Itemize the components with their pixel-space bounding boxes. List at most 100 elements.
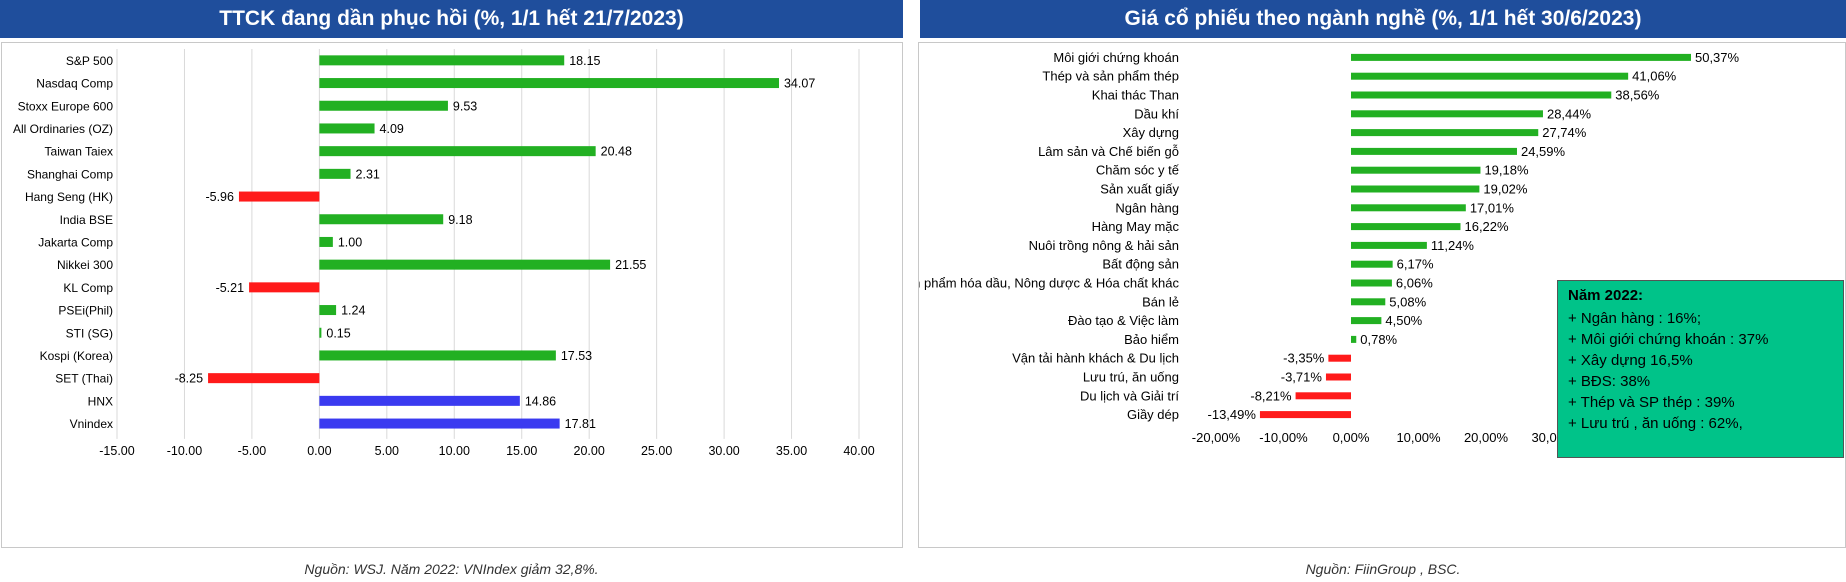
bar — [1351, 223, 1461, 231]
x-tick-label: 20,00% — [1464, 430, 1509, 445]
category-label: Nasdaq Comp — [36, 77, 113, 91]
category-label: Môi giới chứng khoán — [1053, 50, 1179, 65]
category-label: Bán lẻ — [1142, 294, 1179, 309]
data-label: -5.21 — [216, 281, 245, 295]
category-label: Lưu trú, ăn uống — [1083, 370, 1179, 385]
data-label: 5,08% — [1389, 294, 1426, 309]
category-label: STI (SG) — [66, 326, 113, 340]
category-label: Nikkei 300 — [57, 258, 113, 272]
category-label: Nuôi trồng nông & hải sản — [1029, 238, 1179, 253]
x-tick-label: -10.00 — [167, 444, 202, 458]
bar — [1351, 110, 1543, 118]
category-label: Giầy dép — [1127, 407, 1179, 422]
bar — [1351, 185, 1480, 193]
bar — [1351, 166, 1481, 174]
left-bar-chart: -15.00 -10.00 -5.00 0.00 5.00 10.00 15.00 20.00… — [13, 49, 875, 458]
data-label: 11,24% — [1431, 238, 1475, 253]
note-line: + Lưu trú , ăn uống : 62%, — [1568, 415, 1743, 432]
note-box-title: Năm 2022: — [1568, 287, 1644, 304]
category-label: All Ordinaries (OZ) — [13, 122, 113, 136]
x-tick-label: 0,00% — [1333, 430, 1370, 445]
category-label: Taiwan Taiex — [45, 145, 113, 159]
bar — [319, 146, 596, 157]
x-tick-label: 10.00 — [439, 444, 470, 458]
bar — [1325, 373, 1351, 381]
x-tick-label: -10,00% — [1259, 430, 1308, 445]
bar — [1351, 241, 1427, 249]
data-label: 18.15 — [569, 54, 600, 68]
x-tick-label: 10,00% — [1396, 430, 1441, 445]
data-label: 0,78% — [1360, 332, 1397, 347]
bar — [319, 305, 337, 316]
bar — [1351, 317, 1382, 325]
note-line: + Thép và SP thép : 39% — [1568, 394, 1735, 411]
left-chart-title: TTCK đang dần phục hồi (%, 1/1 hết 21/7/… — [219, 7, 684, 30]
category-label: HNX — [88, 394, 113, 408]
data-label: 4,50% — [1385, 313, 1422, 328]
category-label: Lâm sản và Chế biến gỗ — [1038, 144, 1179, 159]
bar — [1259, 411, 1351, 419]
data-label: 9.18 — [448, 213, 472, 227]
category-label: India BSE — [60, 213, 113, 227]
x-tick-label: -15.00 — [99, 444, 134, 458]
category-label: KL Comp — [63, 281, 113, 295]
category-label: Vận tải hành khách & Du lịch — [1012, 351, 1179, 366]
bar — [319, 350, 556, 361]
data-label: 41,06% — [1632, 69, 1677, 84]
category-label: SET (Thai) — [55, 372, 113, 386]
data-label: 24,59% — [1521, 144, 1566, 159]
data-label: 16,22% — [1464, 219, 1509, 234]
bar — [238, 191, 320, 202]
category-label: Ngân hàng — [1115, 200, 1179, 215]
bar — [1351, 53, 1691, 61]
category-label: Chăm sóc y tế — [1096, 163, 1180, 178]
right-chart-header: Giá cổ phiếu theo ngành nghề (%, 1/1 hết… — [920, 0, 1846, 38]
left-source-note: Nguồn: WSJ. Năm 2022: VNIndex giảm 32,8%… — [304, 561, 599, 577]
x-tick-label: 35.00 — [776, 444, 807, 458]
data-label: -3,35% — [1283, 351, 1325, 366]
bar — [1351, 279, 1392, 287]
category-label: Shanghai Comp — [27, 167, 113, 181]
x-tick-label: -5.00 — [238, 444, 267, 458]
bar — [1351, 129, 1539, 137]
note-line: + Môi giới chứng khoán : 37% — [1568, 331, 1769, 348]
bar — [1351, 91, 1612, 99]
x-tick-label: 30.00 — [708, 444, 739, 458]
x-tick-label: 25.00 — [641, 444, 672, 458]
category-label: Du lịch và Giải trí — [1080, 388, 1179, 403]
bar — [1351, 72, 1629, 80]
data-label: 17.53 — [561, 349, 592, 363]
bar — [319, 100, 448, 111]
category-label: Jakarta Comp — [38, 235, 113, 249]
category-label: Stoxx Europe 600 — [18, 99, 114, 113]
right-source-note: Nguồn: FiinGroup , BSC. — [1305, 561, 1461, 577]
data-label: 6,06% — [1396, 276, 1433, 291]
x-tick-label: 5.00 — [375, 444, 399, 458]
data-label: 6,17% — [1397, 257, 1434, 272]
bar — [319, 78, 779, 89]
data-label: -5.96 — [205, 190, 234, 204]
data-label: 1.00 — [338, 235, 362, 249]
bar — [1328, 354, 1351, 362]
data-label: 21.55 — [615, 258, 646, 272]
category-label: Hàng May mặc — [1092, 219, 1180, 234]
x-tick-label: 15.00 — [506, 444, 537, 458]
bar — [208, 373, 320, 384]
data-label: 4.09 — [380, 122, 404, 136]
category-label: Đào tạo & Việc làm — [1068, 313, 1179, 328]
data-label: 27,74% — [1542, 125, 1587, 140]
data-label: 1.24 — [341, 304, 365, 318]
x-tick-label: 40.00 — [843, 444, 874, 458]
bar — [319, 55, 565, 66]
bar — [319, 214, 444, 225]
data-label: 20.48 — [601, 145, 632, 159]
data-label: 34.07 — [784, 77, 815, 91]
bar — [319, 259, 611, 270]
bar — [1351, 260, 1393, 268]
category-label: Xây dựng — [1123, 125, 1179, 140]
bar — [1351, 298, 1386, 306]
category-label: Hang Seng (HK) — [25, 190, 113, 204]
bar — [319, 123, 375, 134]
bar — [1351, 204, 1466, 212]
bar — [319, 395, 520, 406]
